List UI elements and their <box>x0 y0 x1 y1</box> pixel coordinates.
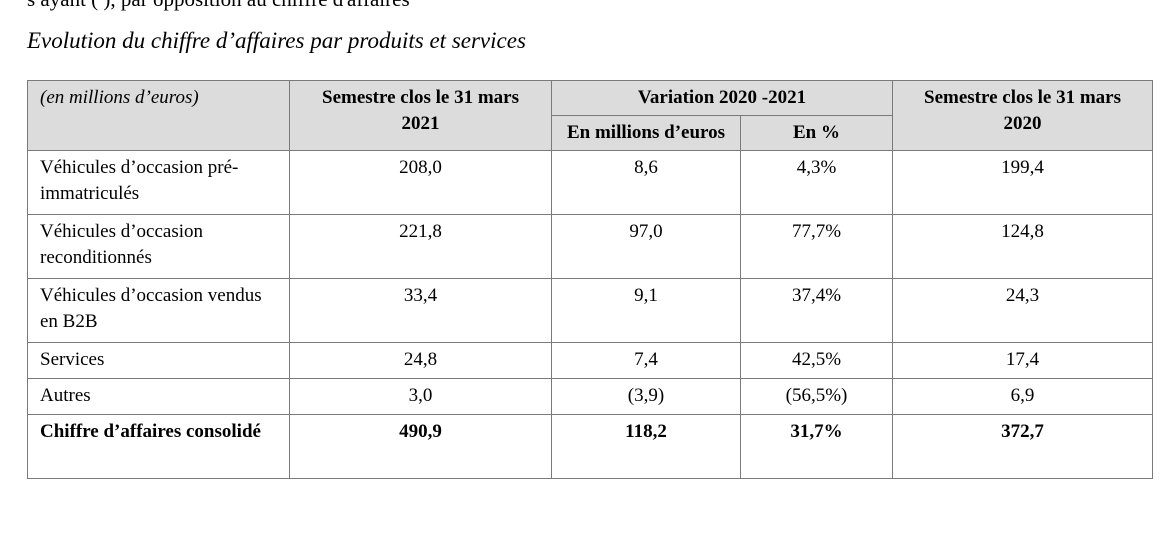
cell-variation-millions: 7,4 <box>551 342 741 379</box>
header-variation-millions: En millions d’euros <box>551 115 741 151</box>
table-row: Autres 3,0 (3,9) (56,5%) 6,9 <box>27 378 1154 415</box>
header-variation: Variation 2020 -2021 <box>550 80 894 116</box>
table-row: Véhicules d’occasion vendus en B2B 33,4 … <box>27 278 1154 343</box>
cell-semester-2021: 221,8 <box>289 214 552 279</box>
total-variation-percent: 31,7% <box>739 414 894 479</box>
total-semester-2020: 372,7 <box>892 414 1154 479</box>
cell-variation-percent: 77,7% <box>739 214 894 279</box>
cell-semester-2021: 33,4 <box>289 278 552 343</box>
header-semester-2021: Semestre clos le 31 mars 2021 <box>289 80 552 151</box>
section-title: Evolution du chiffre d’affaires par prod… <box>27 28 526 53</box>
header-semester-2020: Semestre clos le 31 mars 2020 <box>892 80 1154 151</box>
cell-variation-percent: (56,5%) <box>739 378 894 415</box>
cell-semester-2021: 24,8 <box>289 342 552 379</box>
cell-semester-2020: 24,3 <box>892 278 1154 343</box>
row-label: Véhicules d’occasion reconditionnés <box>27 214 290 279</box>
cell-variation-millions: 97,0 <box>551 214 741 279</box>
table-row: Véhicules d’occasion pré-immatriculés 20… <box>27 150 1154 215</box>
cell-variation-percent: 37,4% <box>739 278 894 343</box>
table-header-row: (en millions d’euros) Semestre clos le 3… <box>27 80 1154 151</box>
table-total-row: Chiffre d’affaires consolidé 490,9 118,2… <box>27 414 1154 479</box>
total-variation-millions: 118,2 <box>551 414 741 479</box>
cell-semester-2020: 124,8 <box>892 214 1154 279</box>
cell-variation-millions: 9,1 <box>551 278 741 343</box>
table-row: Services 24,8 7,4 42,5% 17,4 <box>27 342 1154 379</box>
cell-semester-2020: 6,9 <box>892 378 1154 415</box>
row-label: Véhicules d’occasion pré-immatriculés <box>27 150 290 215</box>
row-label: Véhicules d’occasion vendus en B2B <box>27 278 290 343</box>
total-semester-2021: 490,9 <box>289 414 552 479</box>
cut-off-text-line: s ayant ( ), par opposition au chiffre d… <box>27 0 410 11</box>
table-row: Véhicules d’occasion reconditionnés 221,… <box>27 214 1154 279</box>
cell-semester-2020: 199,4 <box>892 150 1154 215</box>
unit-label-header: (en millions d’euros) <box>27 80 290 151</box>
cell-variation-percent: 4,3% <box>739 150 894 215</box>
total-label: Chiffre d’affaires consolidé <box>27 414 290 479</box>
header-variation-percent: En % <box>739 115 894 151</box>
cell-semester-2021: 208,0 <box>289 150 552 215</box>
table-subheader-row: En millions d’euros En % <box>28 115 1153 151</box>
row-label: Services <box>27 342 290 379</box>
cell-variation-millions: (3,9) <box>551 378 741 415</box>
row-label: Autres <box>27 378 290 415</box>
cell-semester-2020: 17,4 <box>892 342 1154 379</box>
cell-semester-2021: 3,0 <box>289 378 552 415</box>
cell-variation-percent: 42,5% <box>739 342 894 379</box>
revenue-table: (en millions d’euros) Semestre clos le 3… <box>27 80 1154 479</box>
cell-variation-millions: 8,6 <box>551 150 741 215</box>
